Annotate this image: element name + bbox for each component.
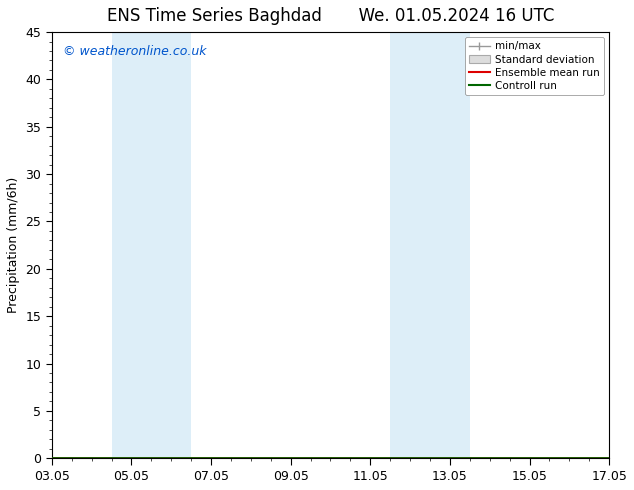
- Y-axis label: Precipitation (mm/6h): Precipitation (mm/6h): [7, 177, 20, 313]
- Bar: [390, 32, 470, 458]
- Text: © weatheronline.co.uk: © weatheronline.co.uk: [63, 45, 207, 58]
- Title: ENS Time Series Baghdad       We. 01.05.2024 16 UTC: ENS Time Series Baghdad We. 01.05.2024 1…: [107, 7, 554, 25]
- Legend: min/max, Standard deviation, Ensemble mean run, Controll run: min/max, Standard deviation, Ensemble me…: [465, 37, 604, 95]
- Bar: [112, 32, 191, 458]
